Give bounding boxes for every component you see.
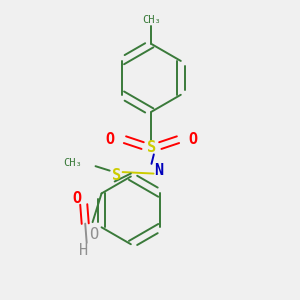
Text: O: O: [72, 191, 82, 206]
Text: O: O: [188, 132, 197, 147]
Text: O: O: [89, 227, 98, 242]
Text: CH₃: CH₃: [142, 15, 161, 25]
Text: S: S: [147, 140, 156, 154]
Text: H: H: [79, 243, 88, 258]
Text: S: S: [112, 167, 121, 182]
Text: N: N: [154, 163, 163, 178]
Text: CH₃: CH₃: [64, 158, 82, 168]
Text: O: O: [106, 132, 115, 147]
